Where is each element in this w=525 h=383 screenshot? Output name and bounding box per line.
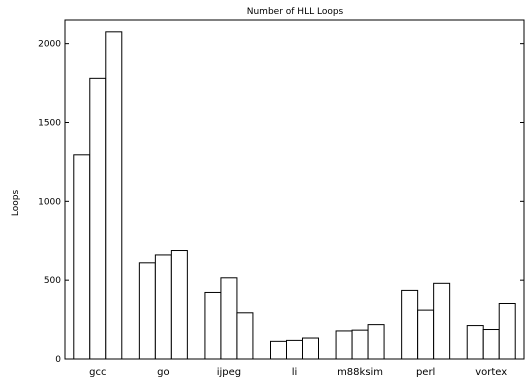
bar-go-1 — [138, 262, 156, 360]
bar-m88ksim-2 — [351, 329, 369, 360]
y-tick-label: 1000 — [38, 197, 61, 207]
bar-vortex-2 — [482, 329, 500, 360]
x-tick-label: ijpeg — [217, 367, 241, 378]
y-tick-label: 500 — [44, 276, 61, 286]
bar-gcc-1 — [73, 154, 91, 360]
y-tick-label: 2000 — [38, 40, 61, 50]
bar-vortex-1 — [466, 325, 484, 360]
bar-m88ksim-3 — [367, 324, 385, 360]
bar-li-1 — [270, 340, 287, 360]
x-tick-label: li — [292, 367, 298, 378]
bar-go-2 — [154, 254, 172, 360]
bar-m88ksim-1 — [335, 330, 353, 360]
x-tick-label: vortex — [475, 367, 507, 378]
chart-title: Number of HLL Loops — [247, 7, 344, 17]
bar-perl-1 — [401, 289, 419, 360]
y-axis-label: Loops — [11, 190, 21, 217]
bar-go-3 — [170, 250, 188, 360]
x-tick-label: m88ksim — [337, 367, 383, 378]
bar-perl-3 — [433, 282, 451, 360]
y-tick-label: 0 — [55, 355, 61, 365]
bar-gcc-2 — [89, 77, 107, 360]
x-tick-label: go — [157, 367, 169, 378]
bar-perl-2 — [417, 309, 435, 360]
bar-ijpeg-1 — [204, 291, 222, 360]
y-tick-label: 1500 — [38, 118, 61, 128]
bar-ijpeg-3 — [236, 312, 254, 360]
plot-frame — [64, 19, 525, 360]
x-tick-label: perl — [416, 367, 435, 378]
ticks-group: gcc go ijpeg li m88ksim perl vortex 0 500 1000 150… — [38, 40, 524, 378]
x-tick-label: gcc — [89, 367, 106, 378]
bar-li-3 — [302, 337, 319, 360]
bars-group — [73, 31, 516, 360]
bar-li-2 — [286, 339, 303, 360]
bar-gcc-3 — [105, 31, 123, 360]
bar-vortex-3 — [498, 302, 516, 360]
bar-ijpeg-2 — [220, 277, 238, 360]
